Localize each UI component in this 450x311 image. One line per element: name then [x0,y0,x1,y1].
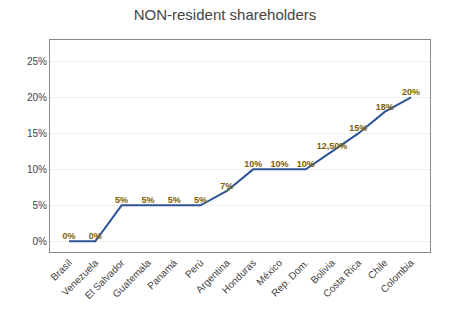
svg-text:Panamá: Panamá [145,257,179,291]
svg-text:México: México [254,257,284,287]
svg-text:Honduras: Honduras [220,257,258,295]
svg-text:10%: 10% [297,159,315,169]
svg-text:25%: 25% [27,56,47,67]
svg-text:5%: 5% [33,200,48,211]
svg-text:5%: 5% [115,195,128,205]
svg-text:Perú: Perú [183,257,206,280]
svg-text:Guatemala: Guatemala [110,257,153,300]
svg-text:Brasil: Brasil [48,257,73,282]
svg-text:0%: 0% [62,231,75,241]
svg-text:Chile: Chile [366,257,390,281]
svg-text:Venezuela: Venezuela [59,257,100,298]
svg-text:El Salvador: El Salvador [83,257,127,301]
svg-text:5%: 5% [194,195,207,205]
svg-text:18%: 18% [376,102,394,112]
svg-text:12,50%: 12,50% [317,141,348,151]
svg-text:Rep. Dom.: Rep. Dom. [269,257,311,299]
svg-text:Colombia: Colombia [378,257,416,295]
svg-text:5%: 5% [141,195,154,205]
svg-text:0%: 0% [89,231,102,241]
svg-text:20%: 20% [27,92,47,103]
svg-text:20%: 20% [402,87,420,97]
svg-text:Argentina: Argentina [194,257,232,295]
svg-text:10%: 10% [27,164,47,175]
svg-text:10%: 10% [244,159,262,169]
svg-text:0%: 0% [33,236,48,247]
svg-text:15%: 15% [349,123,367,133]
svg-text:Costa Rica: Costa Rica [321,257,364,300]
svg-text:5%: 5% [168,195,181,205]
svg-text:NON-resident shareholders: NON-resident shareholders [134,6,317,23]
svg-text:10%: 10% [270,159,288,169]
svg-text:15%: 15% [27,128,47,139]
svg-text:7%: 7% [220,181,233,191]
svg-text:Bolivia: Bolivia [308,257,337,286]
